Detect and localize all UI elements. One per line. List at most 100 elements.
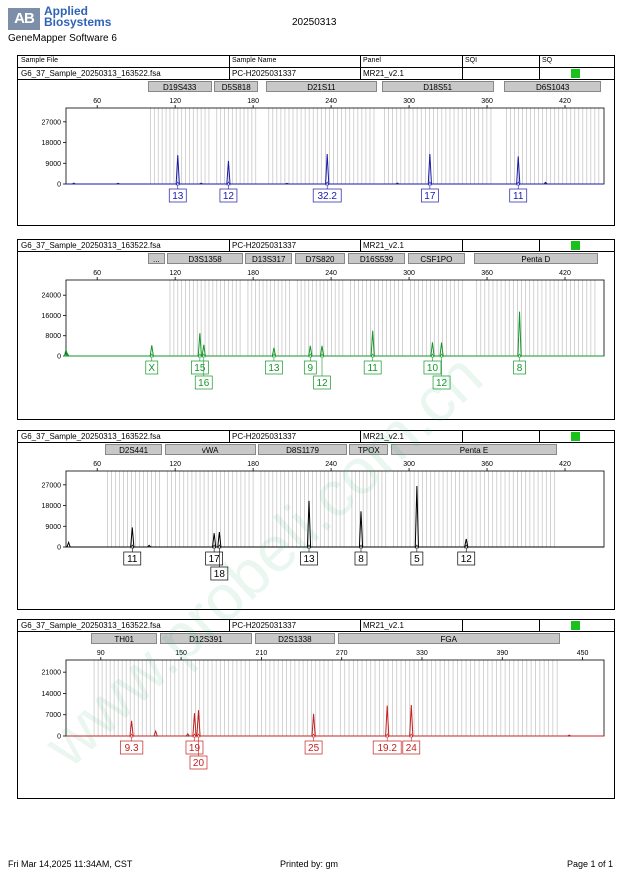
locus-label: D18S51 (381, 81, 494, 92)
locus-label: TH01 (91, 633, 157, 644)
allele-call-box (372, 740, 402, 755)
allele-call-label: 13 (268, 363, 280, 374)
allele-call-box (312, 188, 342, 203)
footer-page: Page 1 of 1 (567, 859, 614, 869)
software-name: GeneMapper Software 6 (8, 33, 117, 44)
plot-frame (65, 107, 605, 185)
x-tick-label: 240 (325, 270, 337, 277)
x-tick-label: 450 (577, 650, 589, 657)
report-date: 20250313 (292, 17, 337, 28)
y-tick-label: 24000 (42, 293, 62, 300)
x-tick-label: 240 (325, 98, 337, 105)
x-tick-label: 420 (559, 98, 571, 105)
allele-call-label: 20 (193, 758, 205, 769)
allele-call-label: 12 (461, 554, 473, 565)
locus-label: D13S317 (245, 253, 293, 264)
allele-call-label: 19.2 (377, 743, 397, 754)
trace-line (66, 485, 604, 548)
allele-call-box (145, 360, 159, 375)
y-tick-label: 27000 (42, 482, 62, 489)
x-tick-label: 330 (416, 650, 428, 657)
allele-call-box (210, 566, 229, 581)
panel-sample-header: G6_37_Sample_20250313_163522.fsa PC-H2025… (18, 620, 614, 632)
locus-label: Penta D (474, 253, 598, 264)
electropherogram-panel-blue: G6_37_Sample_20250313_163522.fsa PC-H2025… (17, 67, 615, 226)
trace-line (66, 154, 604, 185)
locus-label: D12S391 (159, 633, 252, 644)
brand-logo: AB (8, 8, 40, 30)
electropherogram-panel-black: G6_37_Sample_20250313_163522.fsa PC-H2025… (17, 430, 615, 610)
allele-call-label: 5 (414, 554, 420, 565)
x-tick-label: 420 (559, 270, 571, 277)
allele-call-label: 13 (172, 191, 184, 202)
allele-call-label: 12 (316, 378, 328, 389)
panel-sample-header: G6_37_Sample_20250313_163522.fsa PC-H2025… (18, 68, 614, 80)
locus-label: D2S1338 (254, 633, 335, 644)
y-tick-label: 14000 (42, 691, 62, 698)
locus-label: D7S820 (294, 253, 346, 264)
panel-sample-header: G6_37_Sample_20250313_163522.fsa PC-H2025… (18, 431, 614, 443)
col-panel: Panel (363, 57, 381, 64)
y-tick-label: 0 (57, 182, 61, 189)
x-tick-label: 390 (496, 650, 508, 657)
allele-call-box (300, 551, 318, 566)
y-tick-label: 16000 (42, 313, 62, 320)
panel-panel-name: MR21_v2.1 (363, 69, 404, 78)
allele-call-box (219, 188, 238, 203)
allele-call-box (423, 360, 442, 375)
allele-call-label: 8 (517, 363, 523, 374)
electropherogram-panel-green: G6_37_Sample_20250313_163522.fsa PC-H2025… (17, 239, 615, 420)
panel-panel-name: MR21_v2.1 (363, 241, 404, 250)
allele-call-label: 10 (427, 363, 439, 374)
allele-call-label: 25 (308, 743, 320, 754)
panel-sample-file: G6_37_Sample_20250313_163522.fsa (21, 432, 161, 441)
electropherogram-plot: 60 120 180 240 300 360 420 0 8000 16000 24000 X 15 16… (42, 270, 605, 390)
locus-label: D5S818 (214, 81, 259, 92)
sqi-quality-flag (571, 69, 580, 78)
trace-line (66, 704, 604, 737)
allele-call-box (191, 360, 209, 375)
x-tick-label: 180 (247, 98, 259, 105)
x-tick-label: 180 (247, 270, 259, 277)
allele-call-box (410, 551, 424, 566)
allele-call-box (123, 551, 142, 566)
locus-label: D21S11 (266, 81, 377, 92)
allele-call-label: 12 (223, 191, 235, 202)
panel-sample-name: PC-H2025031337 (232, 69, 297, 78)
locus-label: FGA (337, 633, 560, 644)
allele-call-label: 17 (424, 191, 436, 202)
x-tick-label: 60 (93, 98, 101, 105)
x-tick-label: 420 (559, 461, 571, 468)
locus-label: D6S1043 (503, 81, 602, 92)
x-tick-label: 240 (325, 461, 337, 468)
allele-call-box (303, 360, 317, 375)
plot-frame (65, 659, 605, 737)
col-sample-file: Sample File (21, 57, 58, 64)
panel-sample-name: PC-H2025031337 (232, 432, 297, 441)
x-tick-label: 60 (93, 270, 101, 277)
allele-call-label: 9.3 (125, 743, 139, 754)
locus-label: ... (147, 253, 165, 264)
allele-call-box (265, 360, 283, 375)
footer-printed-by: Printed by: gm (280, 859, 339, 869)
allele-call-box (205, 551, 223, 566)
x-tick-label: 360 (481, 98, 493, 105)
col-sq: SQ (542, 57, 553, 64)
allele-call-label: 19 (189, 743, 201, 754)
brand-line2: Biosystems (44, 15, 112, 29)
x-tick-label: 150 (175, 650, 187, 657)
locus-label: TPOX (349, 444, 389, 455)
y-tick-label: 0 (57, 354, 61, 361)
allele-call-box (432, 375, 451, 390)
allele-call-label: 11 (513, 191, 524, 202)
locus-label: D2S441 (104, 444, 163, 455)
allele-call-label: 8 (358, 554, 364, 565)
allele-call-box (189, 755, 208, 770)
y-tick-label: 9000 (45, 161, 61, 168)
allele-call-label: X (148, 363, 155, 374)
footer-timestamp: Fri Mar 14,2025 11:34AM, CST (8, 859, 133, 869)
locus-label: Penta E (390, 444, 558, 455)
x-tick-label: 270 (336, 650, 348, 657)
x-tick-label: 300 (403, 270, 415, 277)
locus-label: D3S1358 (167, 253, 243, 264)
